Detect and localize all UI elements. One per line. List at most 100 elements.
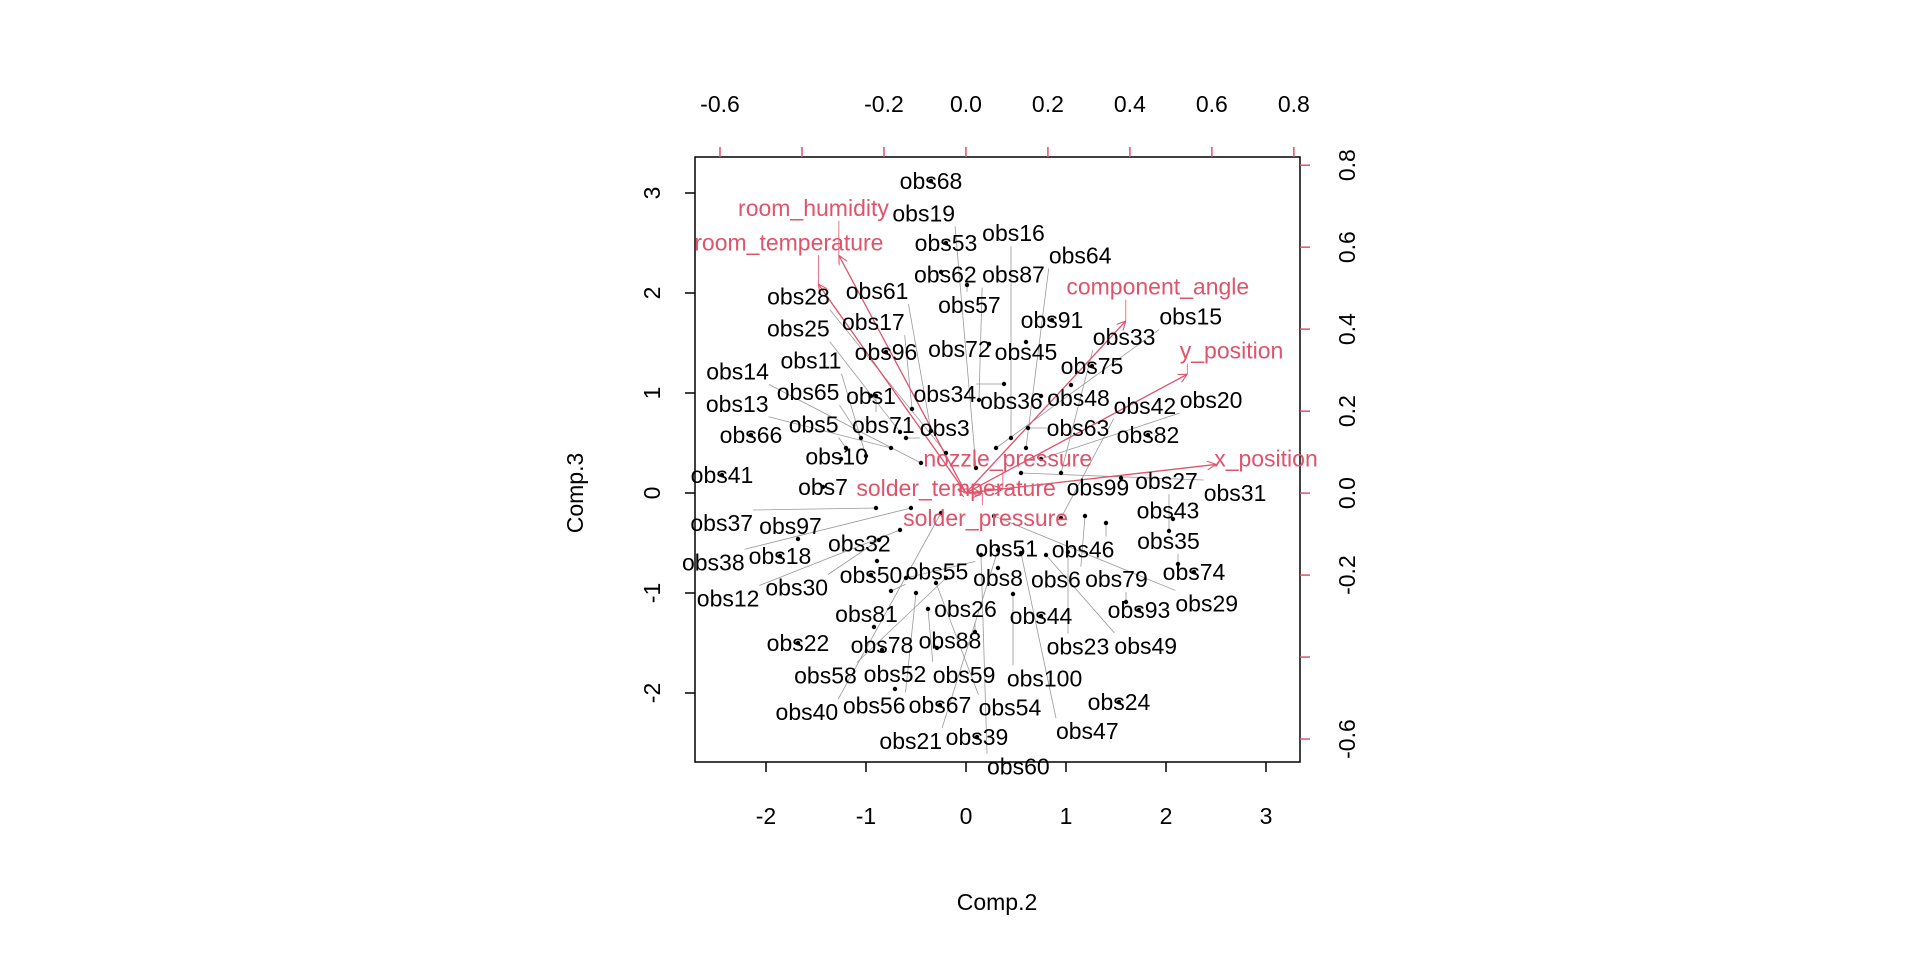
x-tick-label: 0 [960, 803, 973, 829]
observation-label: obs3 [920, 415, 970, 441]
label-leader-line [768, 384, 922, 464]
observation-point [1010, 591, 1016, 597]
observation-point [908, 505, 914, 511]
observation-label: obs55 [906, 558, 969, 584]
observation-point [1136, 607, 1142, 613]
observation-label: obs41 [691, 462, 754, 488]
observation-label: obs13 [706, 391, 769, 417]
observation-label: obs42 [1114, 393, 1177, 419]
label-leader-line [829, 309, 947, 454]
observation-label: obs48 [1047, 385, 1110, 411]
right-tick-label: 0.0 [1334, 477, 1360, 509]
observation-label: obs16 [982, 220, 1045, 246]
label-leader-line [954, 226, 977, 469]
observation-label: obs61 [846, 278, 909, 304]
observation-point [937, 702, 943, 708]
observation-label: obs11 [781, 348, 842, 374]
label-leader-line [993, 515, 1176, 591]
observation-point [1175, 561, 1181, 567]
observation-point [928, 178, 934, 184]
observation-point [1065, 549, 1071, 555]
observation-point [1068, 382, 1074, 388]
observation-label: obs52 [864, 661, 927, 687]
observation-label: obs25 [767, 316, 830, 342]
observation-label: obs18 [749, 543, 812, 569]
observation-label: obs24 [1088, 689, 1151, 715]
loading-label: y_position [1180, 337, 1284, 363]
observation-point [903, 575, 909, 581]
observation-point [938, 510, 944, 516]
label-leader-line [1020, 552, 1057, 719]
observation-point [874, 558, 880, 564]
observation-point [1038, 456, 1044, 462]
observation-label: obs47 [1056, 718, 1119, 744]
label-leader-line [1080, 515, 1086, 567]
observation-point [871, 624, 877, 630]
observation-label: obs23 [1047, 633, 1110, 659]
y-tick-label: 0 [639, 487, 665, 500]
label-leader-line [827, 539, 880, 575]
observation-point [873, 393, 879, 399]
observation-label: obs22 [767, 630, 830, 656]
observation-point [1089, 363, 1095, 369]
observation-label: obs91 [1021, 307, 1084, 333]
observation-point [1123, 599, 1129, 605]
observation-label: obs1 [846, 383, 896, 409]
observation-label: obs68 [900, 168, 963, 194]
observation-label: obs15 [1159, 303, 1222, 329]
loading-label: nozzle_pressure [923, 445, 1092, 471]
observation-label: obs29 [1175, 590, 1238, 616]
observation-label: obs82 [1117, 422, 1180, 448]
observation-label: obs8 [973, 565, 1023, 591]
label-leader-line [935, 582, 979, 695]
observation-label: obs5 [789, 411, 839, 437]
observation-label: obs50 [840, 562, 903, 588]
observation-point [986, 341, 992, 347]
observation-point [1038, 393, 1044, 399]
label-leader-line [841, 373, 867, 457]
observation-label: obs49 [1114, 633, 1177, 659]
observation-label: obs39 [946, 724, 1009, 750]
observation-points [719, 178, 1197, 740]
top-tick-label: 0.6 [1196, 91, 1228, 117]
observation-point [876, 537, 882, 543]
observation-label: obs57 [938, 292, 1001, 318]
label-leader-line [856, 577, 947, 663]
observation-point [974, 734, 980, 740]
observation-label: obs19 [892, 200, 955, 226]
observation-label: obs33 [1093, 324, 1156, 350]
observation-point [892, 686, 898, 692]
observation-point [873, 505, 879, 511]
observation-point [777, 553, 783, 559]
observation-point [934, 645, 940, 651]
loading-label: room_humidity [738, 195, 889, 221]
observation-point [995, 565, 1001, 571]
loading-arrow [965, 321, 1126, 494]
y-axis-title: Comp.3 [562, 453, 588, 534]
x-tick-label: -2 [756, 803, 776, 829]
observation-point [748, 432, 754, 438]
observation-label: obs35 [1137, 528, 1200, 554]
observation-point [943, 240, 949, 246]
observation-point [879, 647, 885, 653]
observation-point [973, 465, 979, 471]
observation-point [1018, 470, 1024, 476]
label-leader-line [905, 561, 976, 579]
top-tick-label: -0.6 [700, 91, 740, 117]
observation-label: obs81 [835, 601, 898, 627]
top-tick-label: 0.2 [1032, 91, 1064, 117]
loading-arrow [965, 373, 1187, 494]
observation-label: obs36 [980, 388, 1043, 414]
observation-point [1145, 432, 1151, 438]
observation-label: obs66 [720, 422, 783, 448]
loading-label: solder_pressure [903, 505, 1068, 531]
top-tick-label: 0.8 [1278, 91, 1310, 117]
label-leader-line [980, 554, 988, 754]
observation-point [938, 269, 944, 275]
observation-point [943, 450, 949, 456]
observation-label: obs51 [975, 535, 1038, 561]
loading-label: component_angle [1066, 274, 1249, 300]
observation-label: obs87 [982, 262, 1045, 288]
observation-label: obs97 [759, 513, 822, 539]
